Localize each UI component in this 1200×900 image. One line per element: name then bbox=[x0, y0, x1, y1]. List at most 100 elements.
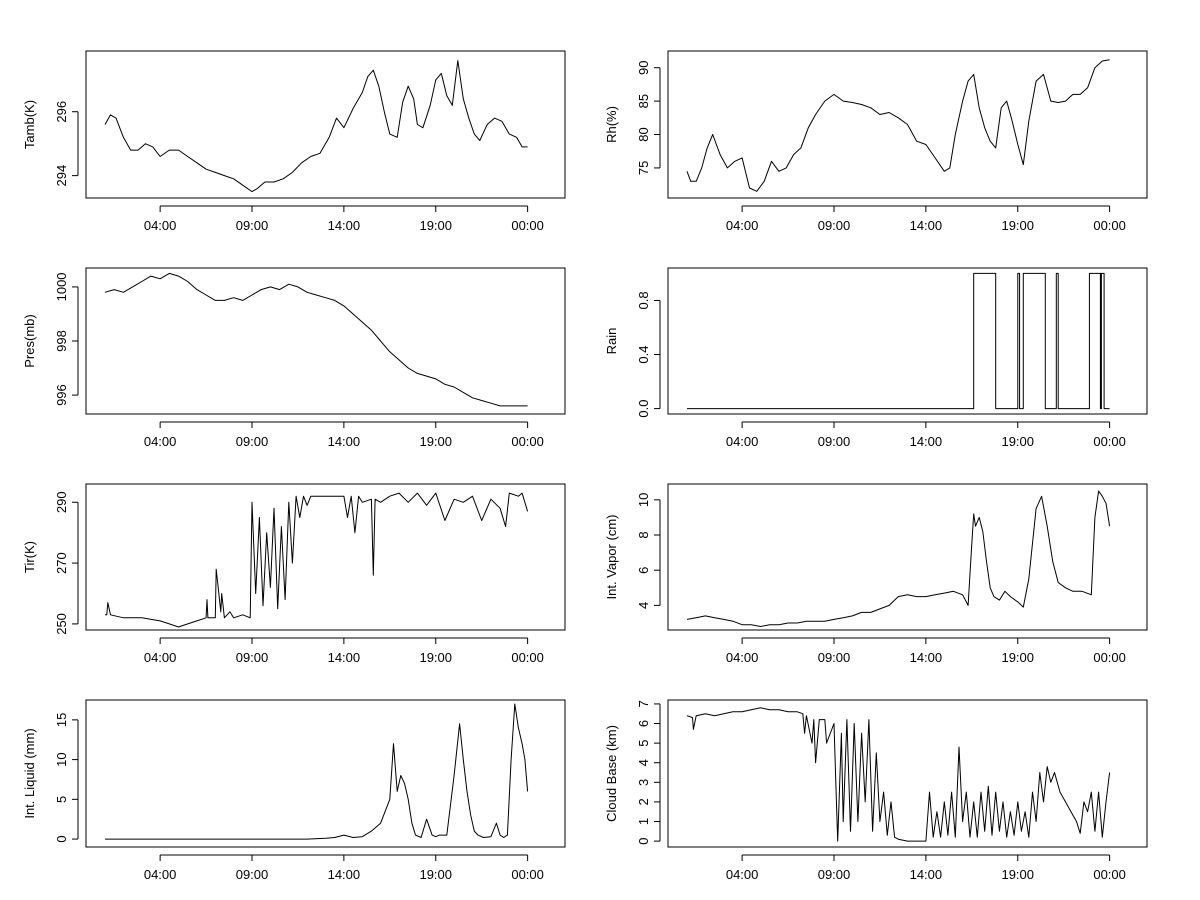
x-tick-label: 00:00 bbox=[1093, 650, 1126, 665]
y-tick-label: 270 bbox=[54, 552, 69, 574]
x-tick-label: 00:00 bbox=[511, 867, 544, 882]
x-tick-label: 09:00 bbox=[236, 434, 269, 449]
panel-4: 04:00 09:00 14:00 19:00 00:00 0.0 0.4 0.8 Rain bbox=[604, 267, 1148, 449]
x-tick-label: 19:00 bbox=[419, 867, 452, 882]
x-tick-label: 14:00 bbox=[328, 218, 361, 233]
x-tick-label: 04:00 bbox=[144, 218, 177, 233]
x-tick-label: 04:00 bbox=[726, 218, 759, 233]
series-line bbox=[104, 272, 528, 407]
y-tick-label: 998 bbox=[54, 330, 69, 352]
x-tick-label: 04:00 bbox=[144, 650, 177, 665]
panel-8: 04:00 09:00 14:00 19:00 00:00 0 1 2 3 4 5 6 7 Cloud B… bbox=[604, 699, 1148, 882]
y-tick-label: 2 bbox=[636, 798, 651, 805]
x-tick-label: 00:00 bbox=[1093, 434, 1126, 449]
x-tick-label: 14:00 bbox=[328, 867, 361, 882]
panel-7: 04:00 09:00 14:00 19:00 00:00 0 5 10 15 Int. Liqu… bbox=[22, 699, 566, 882]
panel-frame bbox=[85, 267, 566, 415]
series-line bbox=[686, 490, 1111, 627]
y-tick-label: 0 bbox=[636, 838, 651, 845]
y-axis-label: Int. Liquid (mm) bbox=[22, 728, 37, 818]
series-line bbox=[105, 492, 529, 628]
y-tick-label: 1000 bbox=[54, 272, 69, 301]
x-tick-label: 14:00 bbox=[910, 218, 943, 233]
x-tick-label: 00:00 bbox=[1093, 867, 1126, 882]
y-tick-label: 75 bbox=[636, 161, 651, 175]
x-tick-label: 19:00 bbox=[1001, 650, 1034, 665]
y-tick-label: 0.8 bbox=[636, 291, 651, 309]
y-tick-label: 10 bbox=[54, 752, 69, 766]
x-tick-label: 14:00 bbox=[328, 650, 361, 665]
y-tick-label: 5 bbox=[636, 740, 651, 747]
x-tick-label: 14:00 bbox=[328, 434, 361, 449]
panel-1: 04:00 09:00 14:00 19:00 00:00 294 296 Tamb(K) bbox=[22, 50, 566, 233]
x-tick-label: 09:00 bbox=[236, 218, 269, 233]
y-axis-label: Pres(mb) bbox=[22, 314, 37, 367]
series-line bbox=[687, 272, 1110, 410]
series-line bbox=[686, 59, 1110, 192]
panel-frame bbox=[85, 50, 566, 199]
y-tick-label: 290 bbox=[54, 491, 69, 513]
y-tick-label: 80 bbox=[636, 127, 651, 141]
x-tick-label: 09:00 bbox=[818, 650, 851, 665]
x-tick-label: 19:00 bbox=[419, 650, 452, 665]
panel-frame bbox=[667, 50, 1148, 199]
x-tick-label: 09:00 bbox=[236, 867, 269, 882]
x-tick-label: 00:00 bbox=[511, 434, 544, 449]
x-tick-label: 09:00 bbox=[818, 867, 851, 882]
panel-5: 04:00 09:00 14:00 19:00 00:00 250 270 290 Tir(K) bbox=[22, 483, 566, 665]
x-tick-label: 14:00 bbox=[910, 867, 943, 882]
y-tick-label: 250 bbox=[54, 613, 69, 635]
x-tick-label: 19:00 bbox=[1001, 434, 1034, 449]
y-tick-label: 90 bbox=[636, 60, 651, 74]
x-tick-label: 19:00 bbox=[419, 434, 452, 449]
series-line bbox=[105, 703, 529, 840]
y-axis-label: Tir(K) bbox=[22, 541, 37, 573]
x-tick-label: 19:00 bbox=[1001, 867, 1034, 882]
series-line bbox=[104, 60, 528, 193]
y-tick-label: 15 bbox=[54, 713, 69, 727]
x-tick-label: 04:00 bbox=[144, 867, 177, 882]
x-tick-label: 04:00 bbox=[726, 650, 759, 665]
y-axis-label: Cloud Base (km) bbox=[604, 725, 619, 822]
x-tick-label: 09:00 bbox=[818, 218, 851, 233]
y-tick-label: 996 bbox=[54, 384, 69, 406]
y-tick-label: 85 bbox=[636, 94, 651, 108]
x-tick-label: 19:00 bbox=[1001, 218, 1034, 233]
panel-6: 04:00 09:00 14:00 19:00 00:00 4 6 8 10 Int. Vapor… bbox=[604, 483, 1148, 665]
panel-2: 04:00 09:00 14:00 19:00 00:00 75 80 85 90 Rh(%) bbox=[604, 50, 1148, 233]
y-tick-label: 294 bbox=[54, 165, 69, 187]
x-tick-label: 14:00 bbox=[910, 650, 943, 665]
y-tick-label: 5 bbox=[54, 796, 69, 803]
x-tick-label: 09:00 bbox=[236, 650, 269, 665]
y-axis-label: Int. Vapor (cm) bbox=[604, 514, 619, 599]
panel-frame bbox=[667, 483, 1148, 631]
y-tick-label: 7 bbox=[636, 700, 651, 707]
x-tick-label: 00:00 bbox=[511, 218, 544, 233]
x-tick-label: 14:00 bbox=[910, 434, 943, 449]
y-tick-label: 1 bbox=[636, 818, 651, 825]
y-tick-label: 0 bbox=[54, 835, 69, 842]
y-tick-label: 8 bbox=[636, 531, 651, 538]
y-axis-label: Tamb(K) bbox=[22, 100, 37, 149]
panel-3: 04:00 09:00 14:00 19:00 00:00 996 998 1000 Pres(… bbox=[22, 267, 566, 449]
y-tick-label: 3 bbox=[636, 779, 651, 786]
panel-frame bbox=[85, 699, 566, 848]
y-axis-label: Rain bbox=[604, 328, 619, 355]
y-tick-label: 0.4 bbox=[636, 345, 651, 363]
x-tick-label: 04:00 bbox=[726, 434, 759, 449]
panel-frame bbox=[667, 267, 1148, 415]
y-tick-label: 0.0 bbox=[636, 400, 651, 418]
panel-frame bbox=[667, 699, 1148, 848]
y-tick-label: 296 bbox=[54, 101, 69, 123]
x-tick-label: 04:00 bbox=[144, 434, 177, 449]
y-tick-label: 6 bbox=[636, 720, 651, 727]
x-tick-label: 19:00 bbox=[419, 218, 452, 233]
panel-frame bbox=[85, 483, 566, 631]
y-tick-label: 4 bbox=[636, 602, 651, 609]
series-line bbox=[686, 707, 1111, 842]
y-tick-label: 4 bbox=[636, 759, 651, 766]
y-tick-label: 6 bbox=[636, 567, 651, 574]
x-tick-label: 09:00 bbox=[818, 434, 851, 449]
y-axis-label: Rh(%) bbox=[604, 106, 619, 143]
